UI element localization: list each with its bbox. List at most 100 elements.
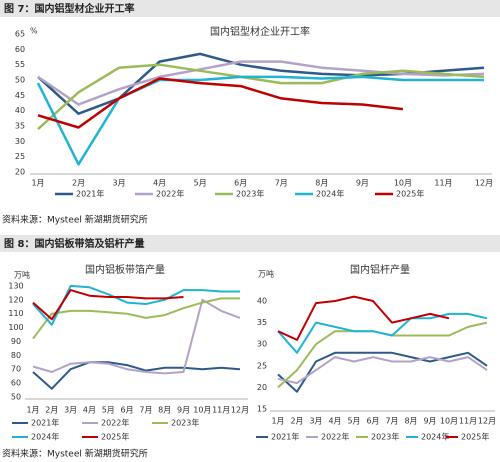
x-tick-label: 4月 xyxy=(328,417,341,426)
x-tick-label: 12月 xyxy=(475,179,493,188)
figure-header: 图 7：国内铝型材企业开工率 xyxy=(4,2,134,15)
x-tick-label: 9月 xyxy=(423,417,436,426)
y-tick-label: 100 xyxy=(8,323,23,332)
y-tick-label: 30 xyxy=(257,340,267,349)
chart-title: 国内铝杆产量 xyxy=(350,263,410,276)
x-tick-label: 3月 xyxy=(309,417,322,426)
chart-title: 国内铝型材企业开工率 xyxy=(210,25,310,38)
series-line xyxy=(37,60,485,106)
series-line xyxy=(277,356,488,385)
x-tick-label: 9月 xyxy=(356,179,369,188)
header-bar xyxy=(0,0,500,17)
source-note: 资料来源：Mysteel 新湖期货研究所 xyxy=(2,448,148,460)
x-tick-label: 12月 xyxy=(478,417,496,426)
x-tick-label: 6月 xyxy=(234,179,247,188)
chart-title: 国内铝板带箔产量 xyxy=(85,263,165,276)
y-tick-label: 60 xyxy=(15,45,25,54)
series-line xyxy=(32,289,184,321)
series-line xyxy=(36,75,484,166)
x-tick-label: 9月 xyxy=(177,406,190,415)
x-tick-label: 5月 xyxy=(347,417,360,426)
series-line xyxy=(32,297,240,340)
y-tick-label: 60 xyxy=(11,379,21,388)
y-tick-label: 25 xyxy=(15,152,25,161)
x-tick-label: 7月 xyxy=(139,406,152,415)
y-tick-label: 130 xyxy=(8,281,23,290)
y-tick-label: 35 xyxy=(15,122,25,131)
x-tick-label: 7月 xyxy=(385,417,398,426)
y-tick-label: 35 xyxy=(257,318,267,327)
series-line xyxy=(277,295,450,341)
x-tick-label: 3月 xyxy=(64,406,77,415)
y-unit: 万吨 xyxy=(258,269,274,279)
y-tick-label: 80 xyxy=(11,351,21,360)
x-tick-label: 11月 xyxy=(459,417,477,426)
x-tick-label: 6月 xyxy=(366,417,379,426)
y-unit: % xyxy=(30,27,38,36)
series-line xyxy=(32,361,241,390)
x-tick-label: 8月 xyxy=(404,417,417,426)
legend-label: 2023年 xyxy=(171,418,199,428)
x-tick-label: 3月 xyxy=(113,179,126,188)
series-line xyxy=(32,284,240,326)
x-tick-label: 1月 xyxy=(31,179,44,188)
y-tick-label: 20 xyxy=(15,168,25,177)
y-tick-label: 65 xyxy=(15,30,25,39)
y-unit: 万吨 xyxy=(14,270,30,280)
y-tick-label: 40 xyxy=(257,296,267,305)
figure-header: 图 8：国内铝板带箔及铝杆产量 xyxy=(4,237,144,250)
series-line xyxy=(32,298,241,375)
x-tick-label: 2月 xyxy=(290,417,303,426)
legend-label: 2025年 xyxy=(101,432,129,442)
x-tick-label: 10月 xyxy=(193,406,211,415)
legend-label: 2021年 xyxy=(271,432,299,442)
y-tick-label: 25 xyxy=(257,361,267,370)
legend-label: 2021年 xyxy=(76,189,104,199)
y-tick-label: 90 xyxy=(11,337,21,346)
x-tick-label: 2月 xyxy=(45,406,58,415)
y-tick-label: 55 xyxy=(15,60,25,69)
x-tick-label: 1月 xyxy=(26,406,39,415)
series-line xyxy=(37,52,485,115)
legend-label: 2025年 xyxy=(396,189,424,199)
series-line xyxy=(277,312,488,354)
legend-label: 2024年 xyxy=(31,432,59,442)
x-tick-label: 5月 xyxy=(102,406,115,415)
x-tick-label: 11月 xyxy=(434,179,452,188)
x-tick-label: 6月 xyxy=(121,406,134,415)
legend-label: 2022年 xyxy=(321,432,349,442)
x-tick-label: 7月 xyxy=(275,179,288,188)
legend-label: 2023年 xyxy=(371,432,399,442)
x-tick-label: 4月 xyxy=(83,406,96,415)
legend-label: 2024年 xyxy=(316,189,344,199)
legend-label: 2022年 xyxy=(156,189,184,199)
x-tick-label: 11月 xyxy=(212,406,230,415)
legend-label: 2022年 xyxy=(101,418,129,428)
x-tick-label: 1月 xyxy=(271,417,284,426)
y-tick-label: 45 xyxy=(15,91,25,100)
y-tick-label: 15 xyxy=(257,405,267,414)
legend-label: 2021年 xyxy=(31,418,59,428)
legend-label: 2024年 xyxy=(421,432,449,442)
x-tick-label: 2月 xyxy=(72,179,85,188)
x-tick-label: 8月 xyxy=(158,406,171,415)
x-tick-label: 12月 xyxy=(231,406,249,415)
series-line xyxy=(37,77,404,129)
x-tick-label: 4月 xyxy=(153,179,166,188)
legend-label: 2025年 xyxy=(461,432,489,442)
y-tick-label: 50 xyxy=(11,393,21,402)
y-tick-label: 110 xyxy=(8,309,23,318)
y-tick-label: 40 xyxy=(15,106,25,115)
source-note: 资料来源：Mysteel 新湖期货研究所 xyxy=(2,214,148,226)
y-tick-label: 50 xyxy=(15,76,25,85)
y-tick-label: 20 xyxy=(257,383,267,392)
x-tick-label: 10月 xyxy=(440,417,458,426)
header-bar xyxy=(0,235,500,252)
legend-label: 2023年 xyxy=(236,189,264,199)
y-tick-label: 70 xyxy=(11,365,21,374)
x-tick-label: 10月 xyxy=(394,179,412,188)
x-tick-label: 8月 xyxy=(315,179,328,188)
y-tick-label: 30 xyxy=(15,137,25,146)
series-line xyxy=(277,351,488,393)
